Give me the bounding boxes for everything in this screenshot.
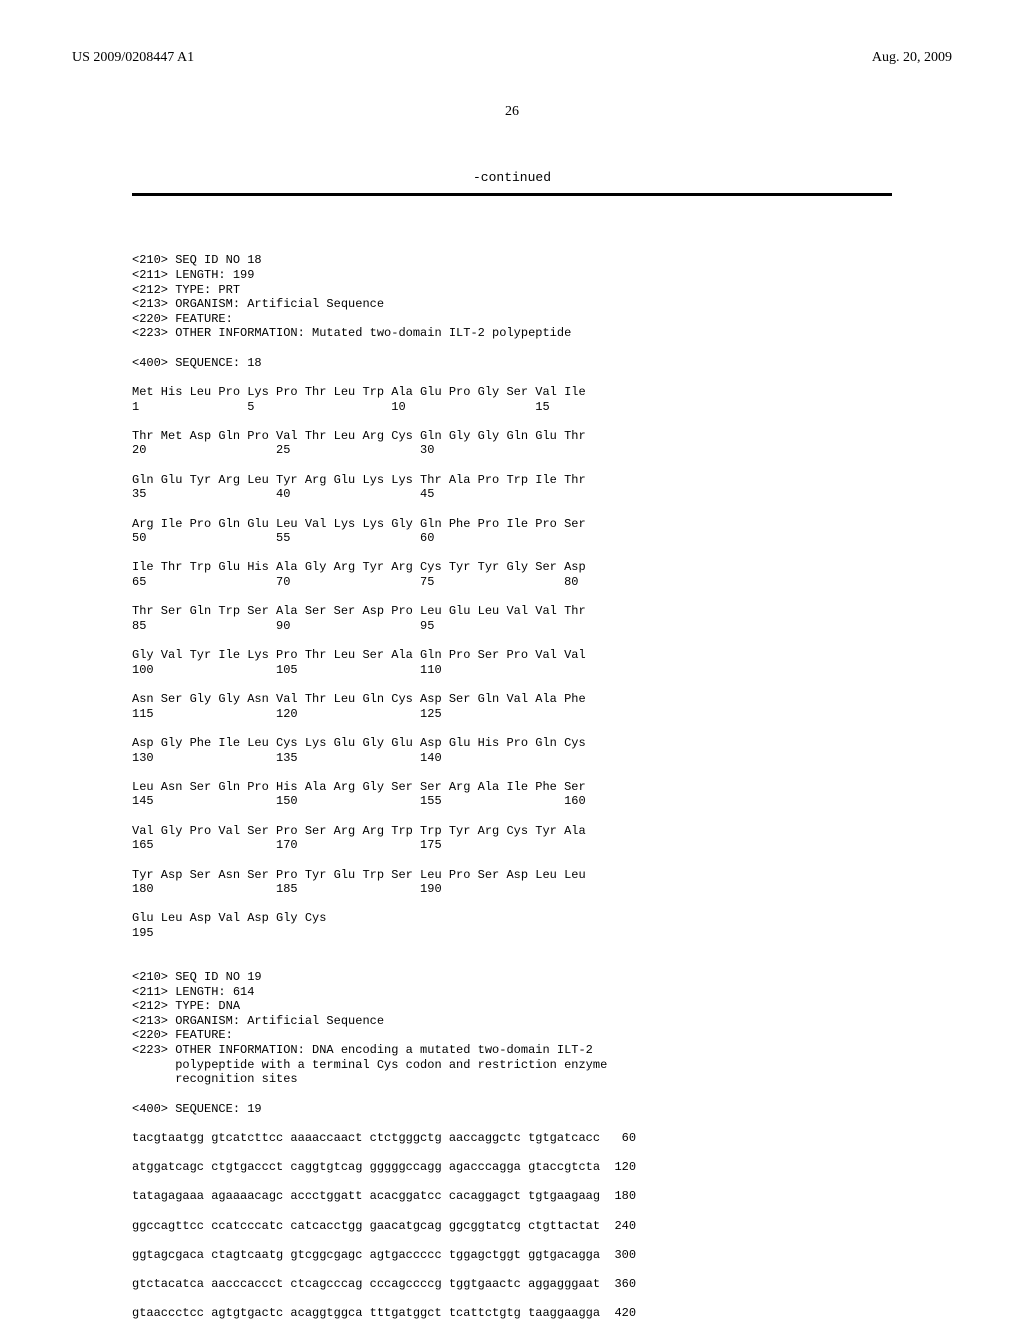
publication-date: Aug. 20, 2009 <box>872 50 952 66</box>
sequence-listing: <210> SEQ ID NO 18 <211> LENGTH: 199 <21… <box>132 224 952 1321</box>
publication-number: US 2009/0208447 A1 <box>72 50 194 66</box>
page-number: 26 <box>72 104 952 120</box>
divider-rule <box>132 193 892 196</box>
page-header: US 2009/0208447 A1 Aug. 20, 2009 <box>72 50 952 66</box>
continued-label: -continued <box>72 170 952 185</box>
